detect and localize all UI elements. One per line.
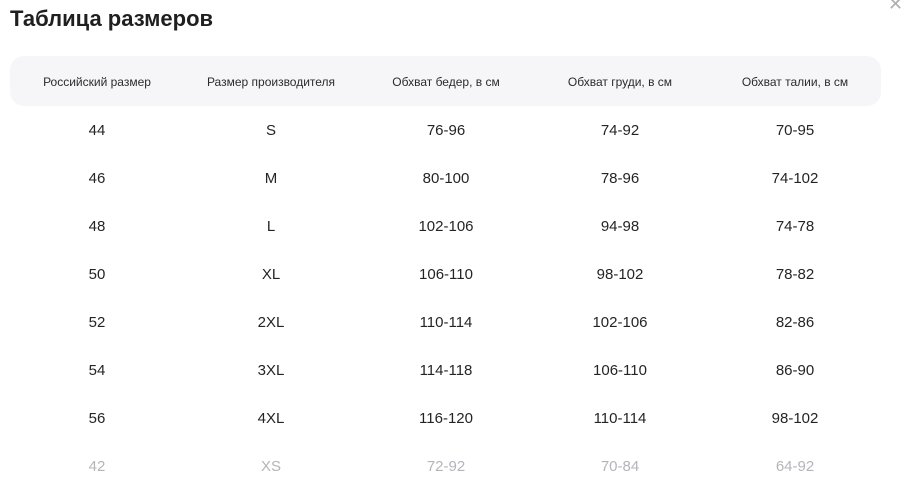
cell-chest: 106-110 <box>593 362 647 379</box>
cell-hips: 106-110 <box>419 266 473 283</box>
cell-ru-size: 48 <box>88 218 106 235</box>
column-header-chest: Обхват груди, в см <box>567 75 673 89</box>
cell-waist: 78-82 <box>775 266 815 283</box>
cell-waist: 86-90 <box>775 362 815 379</box>
table-row: 54 3XL 114-118 106-110 86-90 <box>0 359 902 407</box>
cell-chest: 98-102 <box>596 266 644 283</box>
cell-hips: 116-120 <box>419 410 473 427</box>
table-row: 50 XL 106-110 98-102 78-82 <box>0 263 902 311</box>
column-header-ru-size: Российский размер <box>43 75 151 89</box>
cell-maker-size: XL <box>261 266 281 283</box>
cell-chest: 70-84 <box>600 458 640 475</box>
table-header: Российский размер Размер производителя О… <box>10 56 881 106</box>
cell-ru-size: 52 <box>88 314 106 331</box>
cell-waist: 74-102 <box>771 170 819 187</box>
table-row: 52 2XL 110-114 102-106 82-86 <box>0 311 902 359</box>
cell-hips: 102-106 <box>418 218 474 235</box>
cell-ru-size: 54 <box>88 362 106 379</box>
cell-chest: 74-92 <box>600 122 640 139</box>
cell-hips: 80-100 <box>422 170 470 187</box>
cell-waist: 82-86 <box>775 314 815 331</box>
cell-ru-size: 50 <box>88 266 106 283</box>
table-row: 42 XS 72-92 70-84 64-92 <box>0 455 902 503</box>
column-header-maker-size: Размер производителя <box>206 75 336 89</box>
cell-maker-size: XS <box>260 458 281 475</box>
cell-hips: 114-118 <box>419 362 473 379</box>
table-row: 56 4XL 116-120 110-114 98-102 <box>0 407 902 455</box>
cell-maker-size: 4XL <box>257 410 285 427</box>
cell-ru-size: 44 <box>88 122 106 139</box>
table-row: 46 M 80-100 78-96 74-102 <box>0 167 902 215</box>
cell-hips: 76-96 <box>426 122 466 139</box>
cell-waist: 70-95 <box>775 122 815 139</box>
cell-maker-size: 3XL <box>257 362 285 379</box>
cell-maker-size: M <box>264 170 278 187</box>
table-row: 48 L 102-106 94-98 74-78 <box>0 215 902 263</box>
cell-chest: 102-106 <box>592 314 648 331</box>
close-icon[interactable]: ✕ <box>888 0 902 14</box>
cell-maker-size: L <box>266 218 276 235</box>
page-title: Таблица размеров <box>10 6 214 31</box>
table-row: 44 S 76-96 74-92 70-95 <box>0 119 902 167</box>
cell-hips: 110-114 <box>419 314 473 331</box>
cell-ru-size: 46 <box>88 170 106 187</box>
cell-waist: 64-92 <box>775 458 815 475</box>
cell-chest: 110-114 <box>593 410 647 427</box>
column-header-hips: Обхват бедер, в см <box>392 75 500 89</box>
cell-maker-size: S <box>265 122 276 139</box>
cell-chest: 94-98 <box>600 218 640 235</box>
column-header-waist: Обхват талии, в см <box>741 75 849 89</box>
cell-maker-size: 2XL <box>257 314 285 331</box>
cell-ru-size: 42 <box>88 458 106 475</box>
cell-waist: 74-78 <box>775 218 815 235</box>
cell-hips: 72-92 <box>426 458 466 475</box>
cell-waist: 98-102 <box>771 410 819 427</box>
cell-chest: 78-96 <box>600 170 640 187</box>
cell-ru-size: 56 <box>88 410 106 427</box>
